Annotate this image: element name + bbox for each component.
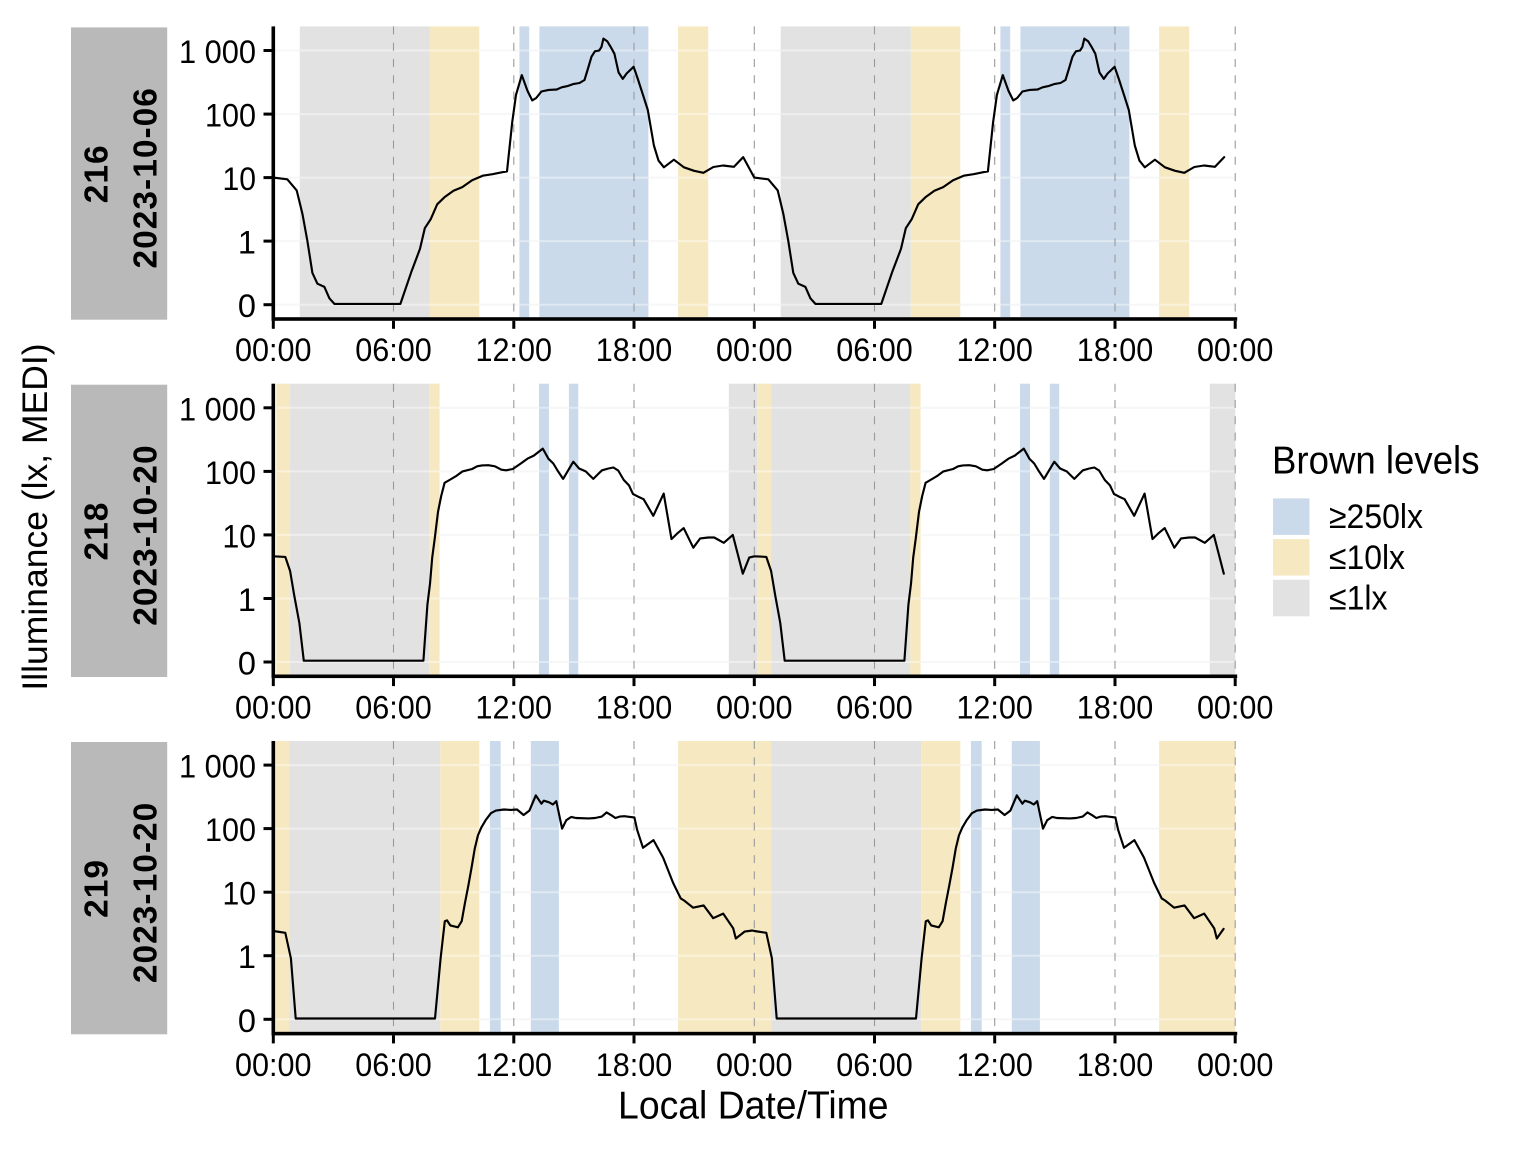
svg-text:18:00: 18:00 [596, 690, 673, 726]
svg-text:1 000: 1 000 [179, 391, 256, 427]
svg-text:06:00: 06:00 [836, 1047, 913, 1083]
svg-text:219: 219 [78, 859, 115, 918]
svg-text:00:00: 00:00 [716, 1047, 793, 1083]
svg-text:10: 10 [223, 518, 257, 554]
svg-text:100: 100 [205, 812, 256, 848]
svg-text:2023-10-20: 2023-10-20 [127, 802, 164, 983]
svg-text:≥250lx: ≥250lx [1329, 498, 1423, 536]
svg-text:12:00: 12:00 [476, 1047, 553, 1083]
svg-text:2023-10-06: 2023-10-06 [127, 87, 164, 268]
svg-text:1: 1 [238, 939, 256, 975]
svg-text:Local Date/Time: Local Date/Time [618, 1085, 889, 1128]
svg-text:1: 1 [238, 225, 256, 261]
svg-text:06:00: 06:00 [836, 332, 913, 368]
svg-text:00:00: 00:00 [1197, 690, 1274, 726]
svg-text:2023-10-20: 2023-10-20 [127, 444, 164, 625]
svg-text:10: 10 [223, 161, 257, 197]
svg-text:100: 100 [205, 455, 256, 491]
svg-text:00:00: 00:00 [716, 690, 793, 726]
svg-text:06:00: 06:00 [836, 690, 913, 726]
svg-text:00:00: 00:00 [235, 690, 312, 726]
svg-text:12:00: 12:00 [476, 332, 553, 368]
svg-text:06:00: 06:00 [355, 690, 432, 726]
svg-text:12:00: 12:00 [956, 332, 1033, 368]
svg-text:00:00: 00:00 [716, 332, 793, 368]
svg-text:218: 218 [78, 502, 115, 561]
svg-text:18:00: 18:00 [1077, 690, 1154, 726]
svg-text:06:00: 06:00 [355, 1047, 432, 1083]
svg-text:≤1lx: ≤1lx [1329, 580, 1388, 618]
svg-text:216: 216 [78, 144, 115, 203]
svg-text:100: 100 [205, 98, 256, 134]
svg-text:12:00: 12:00 [956, 690, 1033, 726]
svg-text:1 000: 1 000 [179, 749, 256, 785]
svg-text:0: 0 [238, 1003, 256, 1039]
svg-text:1 000: 1 000 [179, 34, 256, 70]
svg-text:18:00: 18:00 [1077, 332, 1154, 368]
svg-text:12:00: 12:00 [476, 690, 553, 726]
svg-text:≤10lx: ≤10lx [1329, 539, 1405, 577]
svg-text:Brown levels: Brown levels [1272, 440, 1480, 483]
svg-text:0: 0 [238, 646, 256, 682]
svg-text:00:00: 00:00 [1197, 332, 1274, 368]
svg-text:00:00: 00:00 [235, 1047, 312, 1083]
svg-text:06:00: 06:00 [355, 332, 432, 368]
svg-text:1: 1 [238, 582, 256, 618]
svg-text:18:00: 18:00 [1077, 1047, 1154, 1083]
svg-text:00:00: 00:00 [1197, 1047, 1274, 1083]
svg-text:00:00: 00:00 [235, 332, 312, 368]
svg-text:18:00: 18:00 [596, 1047, 673, 1083]
svg-text:0: 0 [238, 288, 256, 324]
svg-text:10: 10 [223, 876, 257, 912]
svg-text:12:00: 12:00 [956, 1047, 1033, 1083]
svg-text:18:00: 18:00 [596, 332, 673, 368]
svg-text:Illuminance (lx, MEDI): Illuminance (lx, MEDI) [15, 343, 55, 690]
